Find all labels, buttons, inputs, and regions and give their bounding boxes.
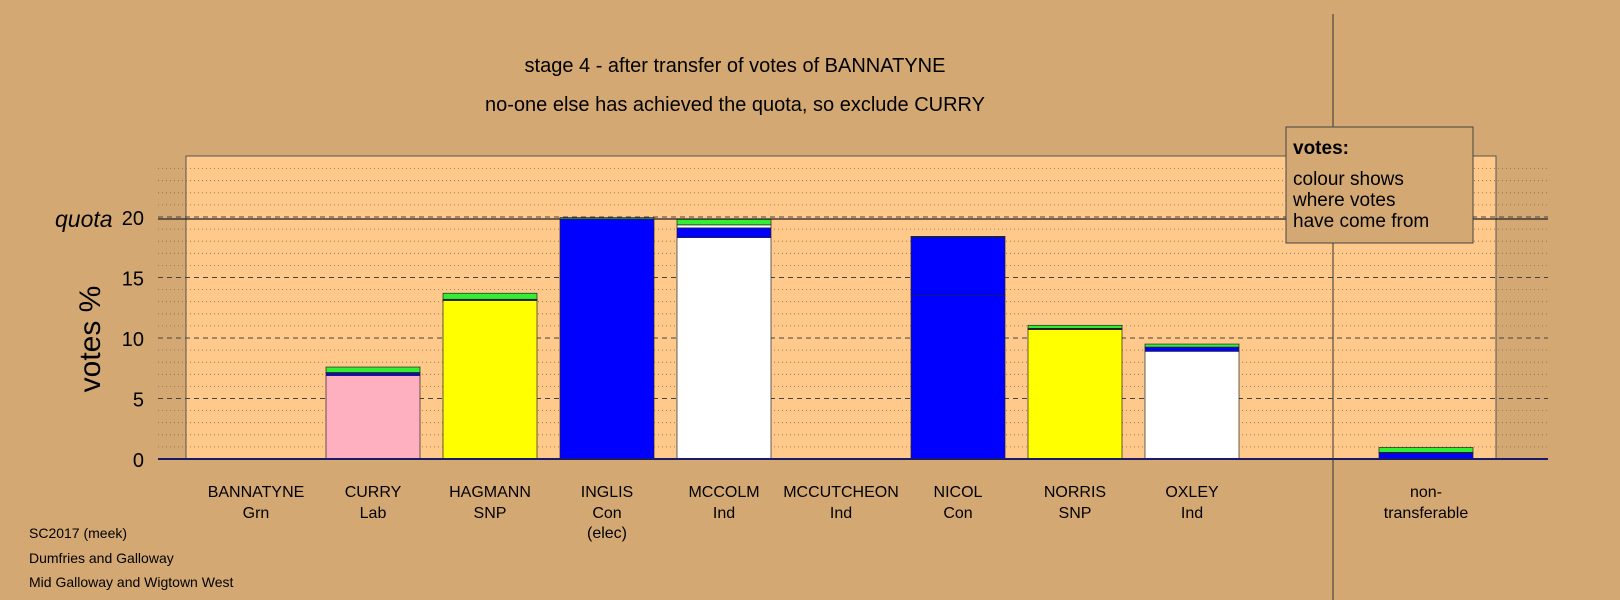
category-label: non- [1410, 484, 1442, 501]
category-label: CURRY [345, 484, 402, 501]
category-party-label: Lab [360, 505, 387, 522]
bar-segment [559, 218, 655, 460]
bar-segment [1144, 350, 1240, 460]
chart-subtitle: no-one else has achieved the quota, so e… [485, 94, 985, 116]
legend-box: votes: colour shows where votes have com… [1285, 126, 1474, 244]
category-label: BANNATYNE [208, 484, 305, 501]
category-party-label: Ind [713, 505, 735, 522]
category-party-label: Ind [830, 505, 852, 522]
category-party-label: Con [943, 505, 972, 522]
category-label: HAGMANN [449, 484, 531, 501]
bar-segment [325, 372, 421, 376]
legend-title: votes: [1293, 138, 1349, 159]
category-party-label: SNP [474, 505, 507, 522]
y-tick-label: 5 [133, 390, 144, 412]
bar-segment [1027, 324, 1123, 329]
label-layer: BANNATYNE Grn CURRY Lab HAGMANN SNP INGLIS Con (… [208, 484, 1469, 542]
bar-segment [676, 219, 772, 226]
axis-layer: 0 5 10 15 20 quota [55, 14, 1548, 600]
footer-line-2: Dumfries and Galloway [29, 550, 174, 566]
y-axis-label: votes % [74, 286, 107, 393]
footer-line-3: Mid Galloway and Wigtown West [29, 574, 233, 590]
category-label: NORRIS [1044, 484, 1106, 501]
quota-label: quota [55, 206, 113, 232]
category-party-label: Con [592, 505, 621, 522]
bar-segment [442, 292, 538, 300]
legend-line-2: where votes [1292, 190, 1395, 211]
bar-segment [1144, 343, 1240, 348]
bar-segment [910, 236, 1006, 238]
bar-segment [442, 300, 538, 460]
bar-segment [325, 375, 421, 460]
category-party-label: Grn [243, 505, 270, 522]
y-tick-label: 15 [122, 269, 144, 291]
bar-segment [1144, 346, 1240, 352]
footer-line-1: SC2017 (meek) [29, 525, 127, 541]
chart-title: stage 4 - after transfer of votes of BAN… [525, 55, 946, 77]
bar-segment [1378, 447, 1474, 453]
legend-line-1: colour shows [1293, 169, 1404, 190]
bar-layer [325, 217, 1474, 460]
category-label: NICOL [934, 484, 983, 501]
bar-segment [676, 227, 772, 238]
bar-segment [910, 236, 1006, 296]
y-tick-label: 0 [133, 450, 144, 472]
category-party-label: Ind [1181, 505, 1203, 522]
bar-segment [676, 224, 772, 229]
category-label: OXLEY [1165, 484, 1219, 501]
bar-segment [910, 295, 1006, 460]
bar-segment [325, 366, 421, 373]
y-tick-label: 10 [122, 329, 144, 351]
bar-segment [1027, 329, 1123, 460]
category-party-label: SNP [1059, 505, 1092, 522]
category-party-label: transferable [1384, 505, 1469, 522]
category-label: MCCUTCHEON [783, 484, 899, 501]
category-label: MCCOLM [688, 484, 759, 501]
bar-segment [676, 237, 772, 460]
category-note-label: (elec) [587, 525, 627, 542]
category-label: INGLIS [581, 484, 633, 501]
legend-line-3: have come from [1293, 211, 1429, 232]
y-tick-label: 20 [122, 208, 144, 230]
bar-segment [559, 217, 655, 220]
